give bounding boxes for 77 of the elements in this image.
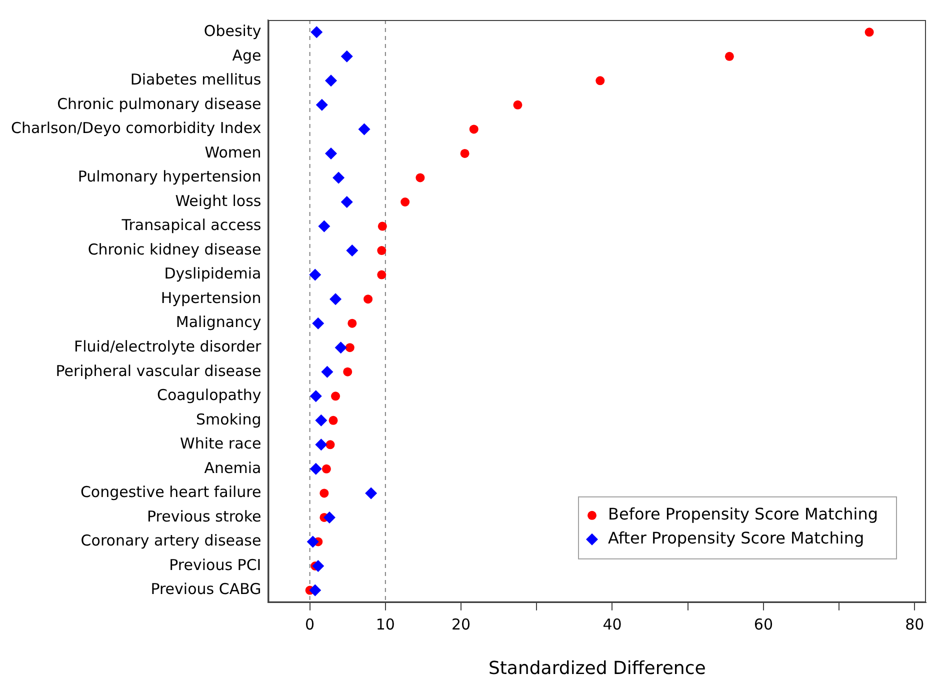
point (334, 342, 347, 354)
y-tick-label: Previous CABG (150, 580, 262, 598)
point (346, 244, 358, 257)
point (345, 343, 354, 352)
x-tick-label: 60 (754, 615, 773, 634)
y-tick-label: Weight loss (175, 192, 262, 210)
point (378, 222, 387, 231)
x-tick-label: 10 (376, 615, 395, 634)
y-tick-label: Coronary artery disease (80, 532, 262, 550)
point (306, 536, 319, 548)
y-tick-label: Previous PCI (169, 556, 262, 574)
point (312, 317, 324, 330)
point (318, 220, 330, 232)
x-tick-label: 40 (602, 615, 622, 634)
point (332, 172, 345, 184)
legend-label: After Propensity Score Matching (608, 528, 864, 548)
point (310, 390, 322, 402)
point (364, 294, 373, 304)
y-tick-label: Coagulopathy (157, 386, 262, 404)
y-tick-label: Previous stroke (146, 507, 262, 526)
point (316, 98, 328, 111)
point (864, 28, 874, 37)
point (328, 416, 338, 425)
y-tick-label: Congestive heart failure (80, 483, 262, 502)
point (320, 488, 329, 498)
point (460, 148, 470, 158)
y-tick-label: Fluid/electrolyte disorder (74, 337, 262, 356)
point (358, 123, 370, 136)
x-tick-label: 80 (905, 615, 924, 634)
y-tick-label: Chronic pulmonary disease (57, 94, 262, 113)
point (326, 440, 335, 450)
x-tick-label: 20 (451, 615, 471, 634)
point (469, 124, 478, 134)
y-tick-label: Age (232, 46, 262, 64)
point (513, 100, 522, 110)
point (310, 462, 322, 475)
point (321, 366, 334, 378)
point (348, 318, 357, 328)
y-tick-label: Peripheral vascular disease (56, 362, 262, 380)
y-tick-label: White race (180, 434, 262, 453)
point (315, 414, 328, 426)
y-tick-label: Anemia (204, 458, 262, 477)
point (323, 511, 336, 524)
y-tick-label: Women (204, 143, 262, 162)
point (309, 268, 322, 281)
point (340, 50, 353, 62)
y-tick-label: Transapical access (120, 216, 262, 234)
y-tick-label: Malignancy (176, 313, 262, 332)
y-tick-label: Diabetes mellitus (130, 70, 262, 89)
point (377, 246, 386, 256)
y-tick-label: Smoking (196, 410, 262, 428)
x-tick-label: 0 (305, 615, 315, 634)
point (330, 293, 342, 306)
y-tick-label: Obesity (204, 22, 262, 40)
point (309, 584, 322, 596)
point (365, 487, 378, 500)
point (596, 76, 605, 86)
y-tick-label: Chronic kidney disease (88, 240, 262, 258)
point (416, 173, 425, 182)
y-tick-label: Dyslipidemia (164, 264, 262, 283)
point (312, 560, 324, 572)
point (324, 147, 337, 160)
point (400, 198, 410, 206)
point (315, 438, 328, 451)
legend-label: Before Propensity Score Matching (608, 504, 878, 524)
point (343, 367, 352, 376)
point (324, 74, 337, 87)
y-tick-label: Charlson/Deyo comorbidity Index (10, 119, 262, 138)
point (724, 52, 734, 61)
point (377, 270, 386, 280)
point (331, 392, 340, 401)
point (340, 196, 353, 208)
y-tick-label: Pulmonary hypertension (78, 168, 262, 186)
point (310, 26, 323, 38)
y-tick-label: Hypertension (160, 288, 262, 307)
x-axis-title: Standardized Difference (488, 658, 706, 679)
point (322, 464, 331, 474)
